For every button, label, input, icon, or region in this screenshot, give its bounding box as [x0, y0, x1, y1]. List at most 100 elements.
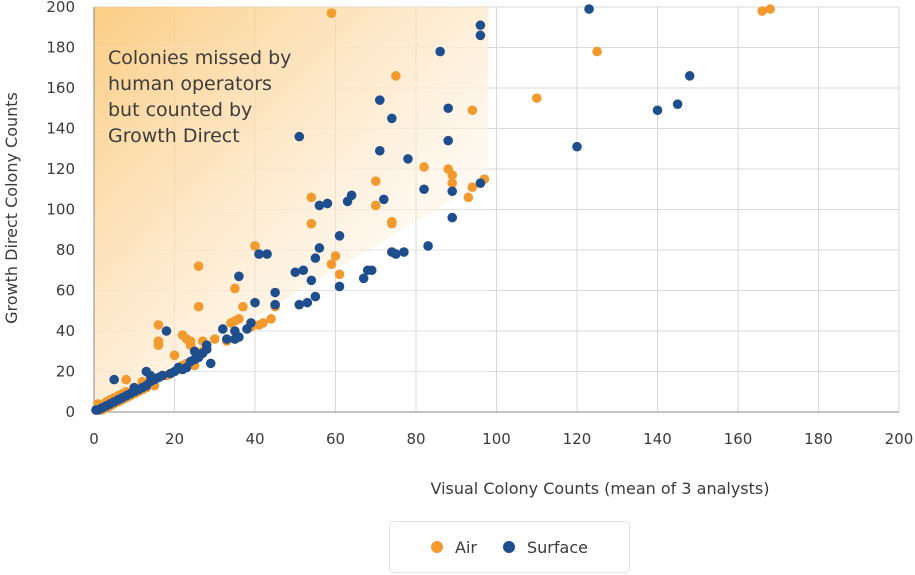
annotation-line: Colonies missed by	[108, 47, 292, 69]
data-point-surface	[435, 46, 445, 57]
x-tick-label: 200	[885, 430, 914, 448]
data-point-air	[121, 374, 131, 385]
data-point-surface	[652, 105, 663, 116]
data-point-surface	[366, 265, 377, 276]
x-tick-label: 100	[482, 430, 511, 448]
data-point-surface	[423, 241, 433, 251]
data-point-air	[153, 320, 164, 330]
data-point-surface	[672, 99, 683, 109]
y-tick-label: 20	[56, 363, 75, 381]
data-point-surface	[290, 267, 301, 278]
data-point-surface	[250, 297, 260, 308]
data-point-surface	[306, 275, 317, 286]
data-point-surface	[234, 271, 244, 282]
data-point-air	[234, 314, 244, 324]
data-point-air	[391, 71, 401, 81]
legend-label-surface: Surface	[527, 537, 588, 557]
data-point-air	[326, 8, 337, 18]
data-point-surface	[314, 243, 325, 253]
x-tick-label: 40	[245, 430, 264, 448]
data-point-air	[306, 192, 317, 203]
x-tick-label: 180	[804, 430, 833, 448]
data-point-surface	[684, 71, 695, 81]
annotation-line: human operators	[108, 73, 272, 95]
x-tick-label: 0	[89, 430, 99, 448]
annotation-line: Growth Direct	[108, 125, 240, 147]
data-point-surface	[314, 200, 325, 211]
data-point-air	[193, 261, 204, 272]
data-point-surface	[334, 231, 345, 241]
data-point-surface	[298, 265, 309, 276]
y-tick-label: 0	[65, 403, 75, 421]
data-point-surface	[334, 281, 345, 292]
data-point-surface	[391, 249, 401, 259]
data-point-air	[250, 241, 260, 251]
data-point-surface	[475, 30, 486, 41]
x-axis-title: Visual Colony Counts (mean of 3 analysts…	[430, 479, 769, 498]
data-point-surface	[310, 291, 321, 302]
annotation-line: but counted by	[108, 99, 253, 121]
y-tick-label: 40	[56, 322, 75, 340]
y-tick-label: 180	[46, 39, 75, 57]
data-point-air	[153, 336, 164, 346]
data-point-air	[447, 178, 458, 188]
legend-swatch-surface	[503, 541, 515, 553]
data-point-air	[387, 216, 397, 227]
data-point-air	[592, 46, 602, 57]
data-point-air	[447, 170, 458, 180]
data-point-surface	[201, 340, 212, 350]
data-point-surface	[475, 178, 486, 188]
y-tick-label: 140	[46, 120, 75, 138]
data-point-air	[169, 350, 180, 361]
y-tick-label: 60	[56, 282, 75, 300]
data-point-surface	[322, 198, 333, 209]
x-tick-label: 120	[563, 430, 592, 448]
data-point-air	[306, 218, 317, 229]
data-point-surface	[157, 370, 168, 381]
data-point-surface	[262, 249, 272, 259]
x-tick-label: 140	[643, 430, 672, 448]
y-tick-label: 120	[46, 160, 75, 178]
data-point-air	[370, 200, 381, 211]
data-point-air	[209, 334, 220, 344]
data-point-surface	[419, 184, 429, 195]
gridlines-overlay	[94, 47, 489, 372]
data-point-surface	[443, 135, 454, 146]
data-point-surface	[346, 190, 357, 201]
legend-item-surface: Surface	[503, 538, 588, 557]
legend-item-air: Air	[431, 538, 477, 557]
y-tick-label: 80	[56, 241, 75, 259]
y-tick-label: 200	[46, 0, 75, 16]
x-tick-label: 60	[326, 430, 345, 448]
data-point-air	[238, 301, 248, 312]
data-point-air	[193, 301, 204, 312]
data-point-air	[467, 105, 478, 116]
data-point-air	[230, 283, 240, 294]
data-point-surface	[403, 154, 413, 164]
missed-colonies-shaded-region	[94, 7, 489, 412]
data-point-air	[334, 269, 345, 280]
data-point-surface	[234, 332, 244, 342]
data-point-surface	[246, 318, 256, 328]
legend-swatch-air	[431, 541, 444, 553]
y-tick-label: 100	[46, 201, 75, 219]
data-point-surface	[447, 186, 458, 197]
data-point-air	[531, 93, 542, 103]
data-point-air	[757, 6, 767, 16]
data-point-air	[419, 162, 429, 172]
data-point-surface	[447, 212, 458, 223]
data-point-surface	[294, 131, 305, 142]
data-point-surface	[270, 287, 280, 298]
y-axis-ticks: 0 20 40 60 80 100 120 140 160 180 200	[46, 0, 75, 421]
data-point-surface	[161, 326, 172, 336]
y-tick-label: 160	[46, 79, 75, 97]
data-point-surface	[374, 145, 385, 156]
data-point-surface	[254, 249, 264, 259]
data-point-air	[463, 192, 474, 203]
data-point-air	[467, 182, 478, 193]
data-point-air	[258, 318, 268, 328]
x-axis-ticks: 0 20 40 60 80 100 120 140 160 180 200	[89, 430, 913, 448]
x-tick-label: 80	[406, 430, 425, 448]
y-axis-title: Growth Direct Colony Counts	[2, 92, 21, 324]
